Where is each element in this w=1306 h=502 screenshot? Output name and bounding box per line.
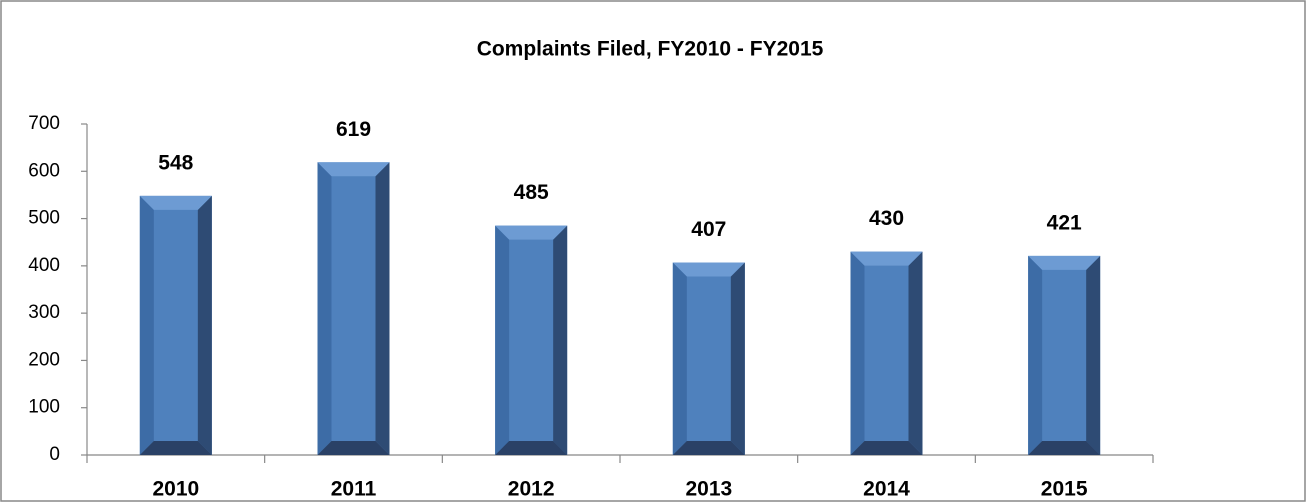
- bar-bevel-right: [197, 195, 212, 456]
- y-tick-label: 600: [28, 160, 60, 181]
- bar-bevel-top: [495, 225, 568, 240]
- x-tick-label: 2010: [152, 478, 199, 501]
- data-label: 421: [1047, 211, 1082, 234]
- bar-bevel-bottom: [317, 441, 390, 455]
- data-label: 430: [869, 207, 904, 230]
- y-tick-label: 700: [28, 113, 60, 134]
- bar-bevel-left: [139, 195, 154, 456]
- y-tick-label: 200: [28, 349, 60, 370]
- bar-bevel-left: [1028, 255, 1043, 455]
- bar-bevel-right: [908, 251, 923, 455]
- bar-bevel-bottom: [850, 441, 923, 455]
- bar-bevel-bottom: [495, 441, 568, 455]
- bar-bevel-bottom: [672, 441, 745, 455]
- bar-bevel-bottom: [1028, 441, 1101, 455]
- bar-bevel-top: [317, 162, 390, 177]
- bar-bevel-bottom: [139, 441, 212, 455]
- bar-bevel-top: [139, 195, 212, 210]
- y-tick-label: 300: [28, 302, 60, 323]
- x-tick-label: 2014: [863, 478, 910, 501]
- bar-bevel-top: [850, 251, 923, 266]
- x-tick-label: 2015: [1041, 478, 1088, 501]
- bar-bevel-top: [672, 262, 745, 277]
- bar-bevel-right: [1086, 255, 1101, 455]
- y-tick-label: 100: [28, 397, 60, 418]
- data-label: 619: [336, 118, 371, 141]
- data-label: 485: [514, 181, 549, 204]
- bar-bevel-top: [1028, 255, 1101, 270]
- x-tick-label: 2013: [685, 478, 732, 501]
- bar-bevel-left: [850, 251, 865, 455]
- bar-bevel-left: [672, 262, 687, 455]
- data-label: 407: [691, 218, 726, 241]
- bar-bevel-left: [495, 225, 510, 455]
- bar-bevel-left: [317, 162, 332, 455]
- x-tick-label: 2012: [508, 478, 555, 501]
- bar-bevel-right: [553, 225, 568, 455]
- x-tick-label: 2011: [331, 478, 377, 501]
- y-tick-label: 0: [49, 444, 60, 465]
- data-label: 548: [158, 151, 193, 174]
- chart-title: Complaints Filed, FY2010 - FY2015: [477, 38, 824, 61]
- bar-bevel-right: [730, 262, 745, 455]
- y-tick-label: 400: [28, 255, 60, 276]
- bar-bevel-right: [375, 162, 390, 455]
- y-tick-label: 500: [28, 208, 60, 229]
